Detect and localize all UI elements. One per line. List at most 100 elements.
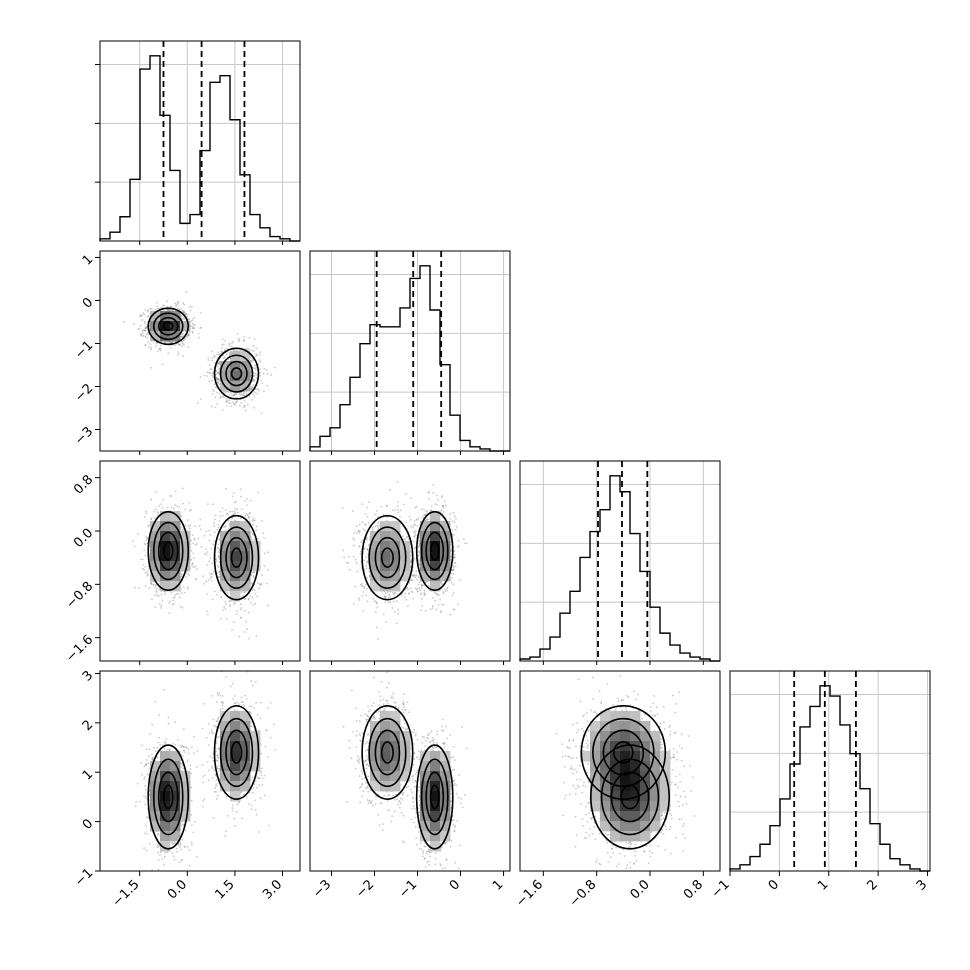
scatter-point — [138, 327, 141, 330]
scatter-point — [158, 603, 161, 605]
scatter-point — [211, 357, 214, 359]
density-cell — [160, 331, 171, 342]
scatter-point — [180, 526, 183, 529]
scatter-point — [218, 538, 221, 541]
scatter-point — [225, 401, 228, 404]
scatter-point — [216, 379, 219, 382]
scatter-point — [147, 574, 149, 576]
scatter-point — [425, 510, 428, 513]
scatter-point — [154, 586, 156, 589]
scatter-point — [214, 518, 216, 521]
scatter-point — [255, 525, 258, 528]
contour-level-3 — [162, 541, 174, 561]
scatter-point — [227, 519, 230, 522]
scatter-point — [413, 558, 416, 560]
scatter-point — [385, 621, 387, 623]
hist-panel-0 — [95, 40, 301, 242]
scatter-point — [367, 544, 370, 546]
scatter-point — [210, 350, 213, 353]
density-cell — [160, 521, 171, 532]
scatter-point — [459, 579, 461, 581]
scatter-point — [252, 574, 255, 577]
scatter-point — [243, 394, 246, 397]
scatter-point — [457, 539, 460, 542]
scatter-point — [231, 629, 234, 632]
scatter-point — [451, 569, 454, 572]
scatter-point — [440, 509, 443, 512]
scatter-point — [231, 394, 234, 397]
scatter-point — [216, 572, 219, 575]
scatter-point — [421, 604, 424, 607]
scatter-point — [212, 376, 215, 378]
scatter-point — [191, 562, 194, 565]
scatter-point — [451, 528, 454, 531]
scatter-point — [244, 514, 247, 517]
scatter-point — [216, 372, 219, 375]
scatter-point — [368, 575, 371, 577]
scatter-point — [213, 521, 216, 524]
scatter-point — [218, 396, 221, 399]
scatter-point — [375, 602, 378, 605]
scatter-point — [217, 555, 220, 557]
scatter-point — [150, 582, 152, 584]
contour-level-3 — [162, 321, 174, 332]
density-cell — [160, 531, 171, 542]
scatter-point — [413, 530, 415, 533]
scatter-point — [222, 357, 225, 360]
scatter-point — [156, 594, 159, 596]
scatter-point — [145, 510, 148, 513]
scatter-point — [243, 591, 246, 594]
scatter-point — [356, 531, 358, 534]
scatter-point — [442, 592, 445, 595]
scatter-point — [181, 310, 184, 313]
scatter-point — [144, 344, 147, 347]
scatter-point — [174, 594, 176, 597]
scatter-point — [191, 331, 194, 334]
scatter-point — [215, 377, 218, 380]
scatter-point — [253, 338, 256, 340]
scatter-point — [417, 517, 420, 520]
scatter-point — [222, 395, 225, 398]
scatter-point — [157, 350, 159, 353]
contour-level-2 — [157, 531, 179, 571]
scatter-point — [250, 574, 252, 577]
scatter-point — [199, 528, 202, 530]
scatter-point — [250, 535, 252, 538]
scatter-point — [251, 519, 254, 521]
density-cell — [250, 551, 261, 562]
scatter-point — [252, 589, 254, 591]
scatter-point — [231, 510, 234, 513]
scatter-point — [210, 573, 213, 576]
scatter-point — [140, 333, 142, 336]
scatter-point — [266, 604, 269, 607]
scatter-point — [192, 323, 195, 326]
scatter-point — [218, 570, 221, 573]
scatter-point — [220, 350, 223, 353]
scatter-point — [235, 500, 237, 503]
scatter-point — [358, 599, 361, 601]
scatter-point — [183, 311, 185, 314]
scatter-point — [228, 600, 231, 603]
contour-level-0 — [147, 510, 190, 591]
scatter-point — [218, 571, 221, 574]
scatter-point — [453, 562, 456, 564]
scatter-point — [216, 353, 218, 356]
scatter-point — [257, 388, 259, 390]
scatter-point — [236, 610, 238, 612]
scatter-point — [232, 394, 235, 397]
scatter-point — [172, 597, 175, 599]
scatter-point — [139, 333, 142, 336]
scatter-point — [239, 393, 242, 396]
scatter-point — [422, 584, 425, 587]
scatter-point — [168, 612, 171, 615]
density-cell — [230, 571, 241, 582]
scatter-point — [452, 591, 455, 594]
scatter-point — [184, 313, 187, 316]
scatter-point — [187, 519, 190, 521]
scatter-point — [421, 508, 423, 511]
scatter-point — [253, 589, 256, 591]
scatter-point — [454, 515, 456, 517]
scatter-point — [429, 608, 432, 610]
scatter-point — [210, 547, 213, 550]
scatter-point — [394, 591, 397, 594]
